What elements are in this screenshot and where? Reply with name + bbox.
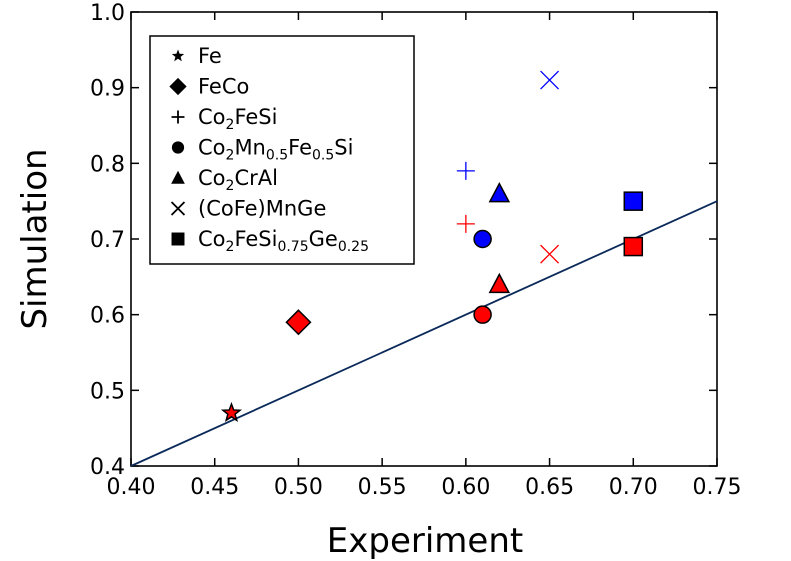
legend-label: Co2FeSi0.75Ge0.25 <box>198 227 369 255</box>
y-tick-label: 0.4 <box>90 455 125 480</box>
x-tick-label: 0.65 <box>525 475 574 500</box>
data-point-triangle <box>488 272 511 294</box>
legend-marker-diamond <box>169 77 187 96</box>
y-tick-label: 0.9 <box>90 77 125 102</box>
y-tick-label: 0.7 <box>90 228 125 253</box>
legend-label: (CoFe)MnGe <box>198 197 326 221</box>
legend-marker-x <box>170 201 186 216</box>
y-tick-label: 0.6 <box>90 304 125 329</box>
reference-line <box>130 200 718 467</box>
x-tick-label: 0.45 <box>190 475 239 500</box>
legend-marker-circle <box>171 141 185 154</box>
data-point-triangle <box>488 181 511 203</box>
legend-box <box>149 35 415 265</box>
x-tick-label: 0.70 <box>609 475 658 500</box>
legend-label: Co2FeSi <box>198 105 277 133</box>
data-point-circle <box>473 305 492 324</box>
y-tick-label: 0.8 <box>90 152 125 177</box>
x-tick-label: 0.40 <box>107 475 156 500</box>
y-axis-label: Simulation <box>15 148 55 329</box>
data-point-plus <box>456 161 475 180</box>
x-axis-label: Experiment <box>327 521 523 561</box>
x-tick-label: 0.60 <box>441 475 490 500</box>
data-point-circle <box>473 229 492 249</box>
x-tick-label: 0.50 <box>274 475 323 500</box>
legend-marker-plus <box>171 110 185 124</box>
legend-label: Co2CrAl <box>198 166 278 194</box>
x-tick-label: 0.75 <box>693 475 742 500</box>
legend-marker-star <box>171 49 185 62</box>
plot-area: 0.40 0.45 0.50 0.55 0.60 0.65 0.70 0.75 0.4 0.5 0.… <box>90 1 741 500</box>
data-point-diamond <box>285 309 312 336</box>
data-point-square <box>623 191 644 211</box>
legend-label: FeCo <box>198 75 249 99</box>
data-point-star <box>220 401 243 423</box>
data-point-x <box>540 244 560 264</box>
legend-label: Co2Mn0.5Fe0.5Si <box>198 136 353 164</box>
data-point-square <box>623 236 644 257</box>
x-tick-label: 0.55 <box>358 475 407 500</box>
data-point-plus <box>456 214 475 233</box>
legend-marker-triangle <box>171 170 185 184</box>
legend-label: Fe <box>198 44 222 68</box>
data-point-x <box>540 70 560 90</box>
y-tick-label: 0.5 <box>90 379 125 404</box>
legend-marker-square <box>171 232 185 246</box>
y-tick-label: 1.0 <box>90 1 125 26</box>
